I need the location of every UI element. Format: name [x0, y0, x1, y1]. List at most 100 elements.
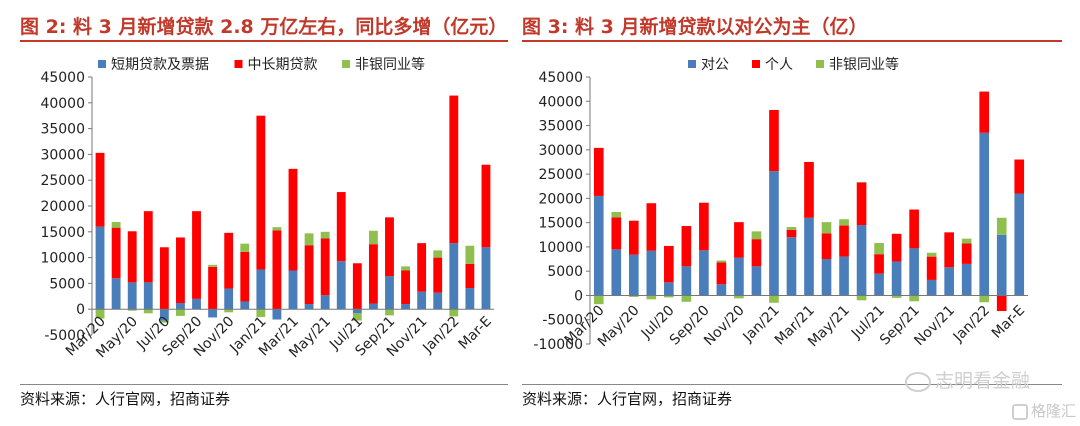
bar-非银同业等-Jan/22: [449, 309, 459, 317]
bar-对公-Mar/21: [804, 217, 814, 296]
y-tick-label: 40000: [40, 96, 85, 112]
y-tick-label: 35000: [538, 119, 583, 135]
bar-非银同业等-Feb/22: [465, 245, 475, 264]
bar-短期贷款及票据-Jan/22: [449, 243, 459, 310]
bar-短期贷款及票据-Apr/20: [111, 278, 121, 310]
bar-短期贷款及票据-Nov/21: [417, 291, 427, 310]
legend: 短期贷款及票据 中长期贷款 非银同业等: [98, 56, 425, 73]
bar-非银同业等-Jul/21: [352, 313, 362, 321]
bar-中长期贷款-Aug/21: [368, 244, 378, 304]
bar-中长期贷款-May/20: [127, 231, 137, 283]
bar-对公-Nov/21: [944, 267, 954, 296]
bar-非银同业等-Feb/21: [272, 227, 282, 231]
figure-3-title-rule: [522, 40, 1062, 42]
bar-对公-Aug/21: [891, 261, 902, 296]
bar-个人-Apr/21: [821, 233, 832, 260]
bar-个人-Dec/21: [961, 243, 972, 264]
bar-中长期贷款-Jun/21: [336, 192, 346, 262]
y-tick-label: 10000: [40, 251, 85, 267]
legend-label: 短期贷款及票据: [111, 57, 209, 73]
bar-非银同业等-May/21: [839, 219, 849, 226]
bar-个人-Jun/20: [646, 203, 657, 251]
bar-个人-Sep/21: [909, 209, 919, 249]
bar-中长期贷款-Apr/21: [304, 245, 314, 305]
bar-中长期贷款-Feb/21: [272, 230, 282, 310]
bar-非银同业等-Dec/20: [751, 231, 762, 240]
y-tick-label: 40000: [538, 94, 583, 110]
y-tick-label: 10000: [538, 240, 583, 256]
legend-label: 对公: [701, 57, 729, 73]
watermark-secondary: 格隆汇: [1012, 400, 1076, 421]
x-tick-label: Mar-E: [456, 314, 495, 353]
bar-个人-Nov/21: [944, 232, 954, 268]
bar-中长期贷款-Aug/20: [176, 237, 185, 304]
wechat-icon: [905, 371, 931, 392]
bar-非银同业等-Oct/20: [208, 264, 218, 267]
bar-对公-Feb/22: [996, 234, 1007, 296]
bar-非银同业等-Aug/21: [368, 230, 378, 245]
bar-短期贷款及票据-Sep/20: [192, 298, 201, 310]
figure-2-title-rule: [20, 40, 508, 42]
bar-对公-Apr/21: [821, 259, 832, 296]
x-tick-label: Jan/22: [419, 314, 462, 357]
bar-短期贷款及票据-Oct/21: [401, 304, 410, 310]
figure-2-title: 图 2: 料 3 月新增贷款 2.8 万亿左右，同比多增（亿元）: [20, 16, 508, 38]
legend-label: 非银同业等: [355, 56, 425, 73]
bar-个人-Oct/21: [926, 256, 937, 280]
bar-中长期贷款-Nov/21: [417, 243, 427, 292]
bar-非银同业等-Jul/21: [874, 243, 884, 255]
bar-非银同业等-Aug/20: [176, 309, 185, 316]
bar-对公-Oct/21: [926, 279, 937, 296]
y-tick-label: 20000: [40, 199, 85, 215]
bar-非银同业等-Feb/21: [786, 227, 797, 230]
bar-对公-Jul/20: [664, 282, 674, 296]
bar-个人-Jan/21: [769, 110, 779, 172]
bar-非银同业等-Jan/21: [769, 295, 779, 303]
figure-3-chart: 对公 个人 非银同业等 -10000 -5000 0 5000 10000 15000 20000…: [533, 56, 1028, 353]
bar-对公-Feb/21: [786, 237, 797, 296]
bar-短期贷款及票据-Nov/20: [224, 288, 234, 310]
bar-个人-May/20: [628, 220, 639, 255]
bar-对公-Jan/22: [979, 132, 990, 296]
y-tick-label: -10000: [533, 337, 583, 353]
watermark-text: 志明看金融: [935, 370, 1031, 392]
figure-2-source: 资料来源：人行官网，招商证券: [20, 390, 231, 408]
legend: 对公 个人 非银同业等: [688, 56, 899, 73]
bar-中长期贷款-Feb/22: [465, 263, 475, 289]
figure-2-chart: 短期贷款及票据 中长期贷款 非银同业等 -5000 0 5000 10000 15000 200…: [40, 56, 495, 361]
x-tick-label: Mar-E: [989, 303, 1028, 342]
bar-个人-May/21: [839, 225, 849, 257]
figure-2-source-rule: [20, 384, 508, 385]
legend-label: 个人: [765, 57, 793, 73]
bar-中长期贷款-Jul/21: [352, 263, 362, 310]
bar-个人-Jul/21: [874, 254, 884, 274]
y-tick-label: 0: [76, 302, 85, 318]
y-tick-label: 25000: [40, 173, 85, 189]
legend-swatch: [816, 60, 824, 68]
bar-中长期贷款-May/21: [320, 238, 330, 296]
legend-swatch: [342, 60, 350, 68]
bar-非银同业等-Apr/21: [821, 222, 832, 234]
bar-非银同业等-Dec/21: [433, 250, 443, 258]
figure-3-source: 资料来源：人行官网，招商证券: [522, 390, 733, 408]
bar-非银同业等-May/20: [628, 295, 639, 297]
bar-个人-Aug/21: [891, 233, 902, 262]
bar-非银同业等-Apr/21: [304, 233, 314, 246]
y-tick-label: 5000: [547, 264, 583, 280]
y-tick-label: 45000: [40, 70, 85, 86]
bar-非银同业等-Dec/21: [961, 238, 972, 244]
y-tick-label: 25000: [538, 167, 583, 183]
y-tick-label: 30000: [40, 147, 85, 163]
x-tick-label: Jan/22: [950, 303, 993, 346]
bar-对公-Mar-E: [1014, 193, 1025, 296]
bar-非银同业等-Jul/20: [159, 320, 169, 323]
bar-非银同业等-Jun/20: [646, 295, 657, 300]
watermark-text-2: 格隆汇: [1031, 402, 1077, 420]
bar-中长期贷款-Mar-E: [481, 164, 491, 248]
watermark-primary: 志明看金融: [905, 366, 1030, 393]
bar-对公-Sep/20: [699, 250, 709, 296]
legend-label: 中长期贷款: [248, 57, 318, 73]
bar-短期贷款及票据-Oct/20: [208, 309, 218, 318]
legend-swatch: [98, 60, 106, 68]
y-tick-label: 30000: [538, 143, 583, 159]
